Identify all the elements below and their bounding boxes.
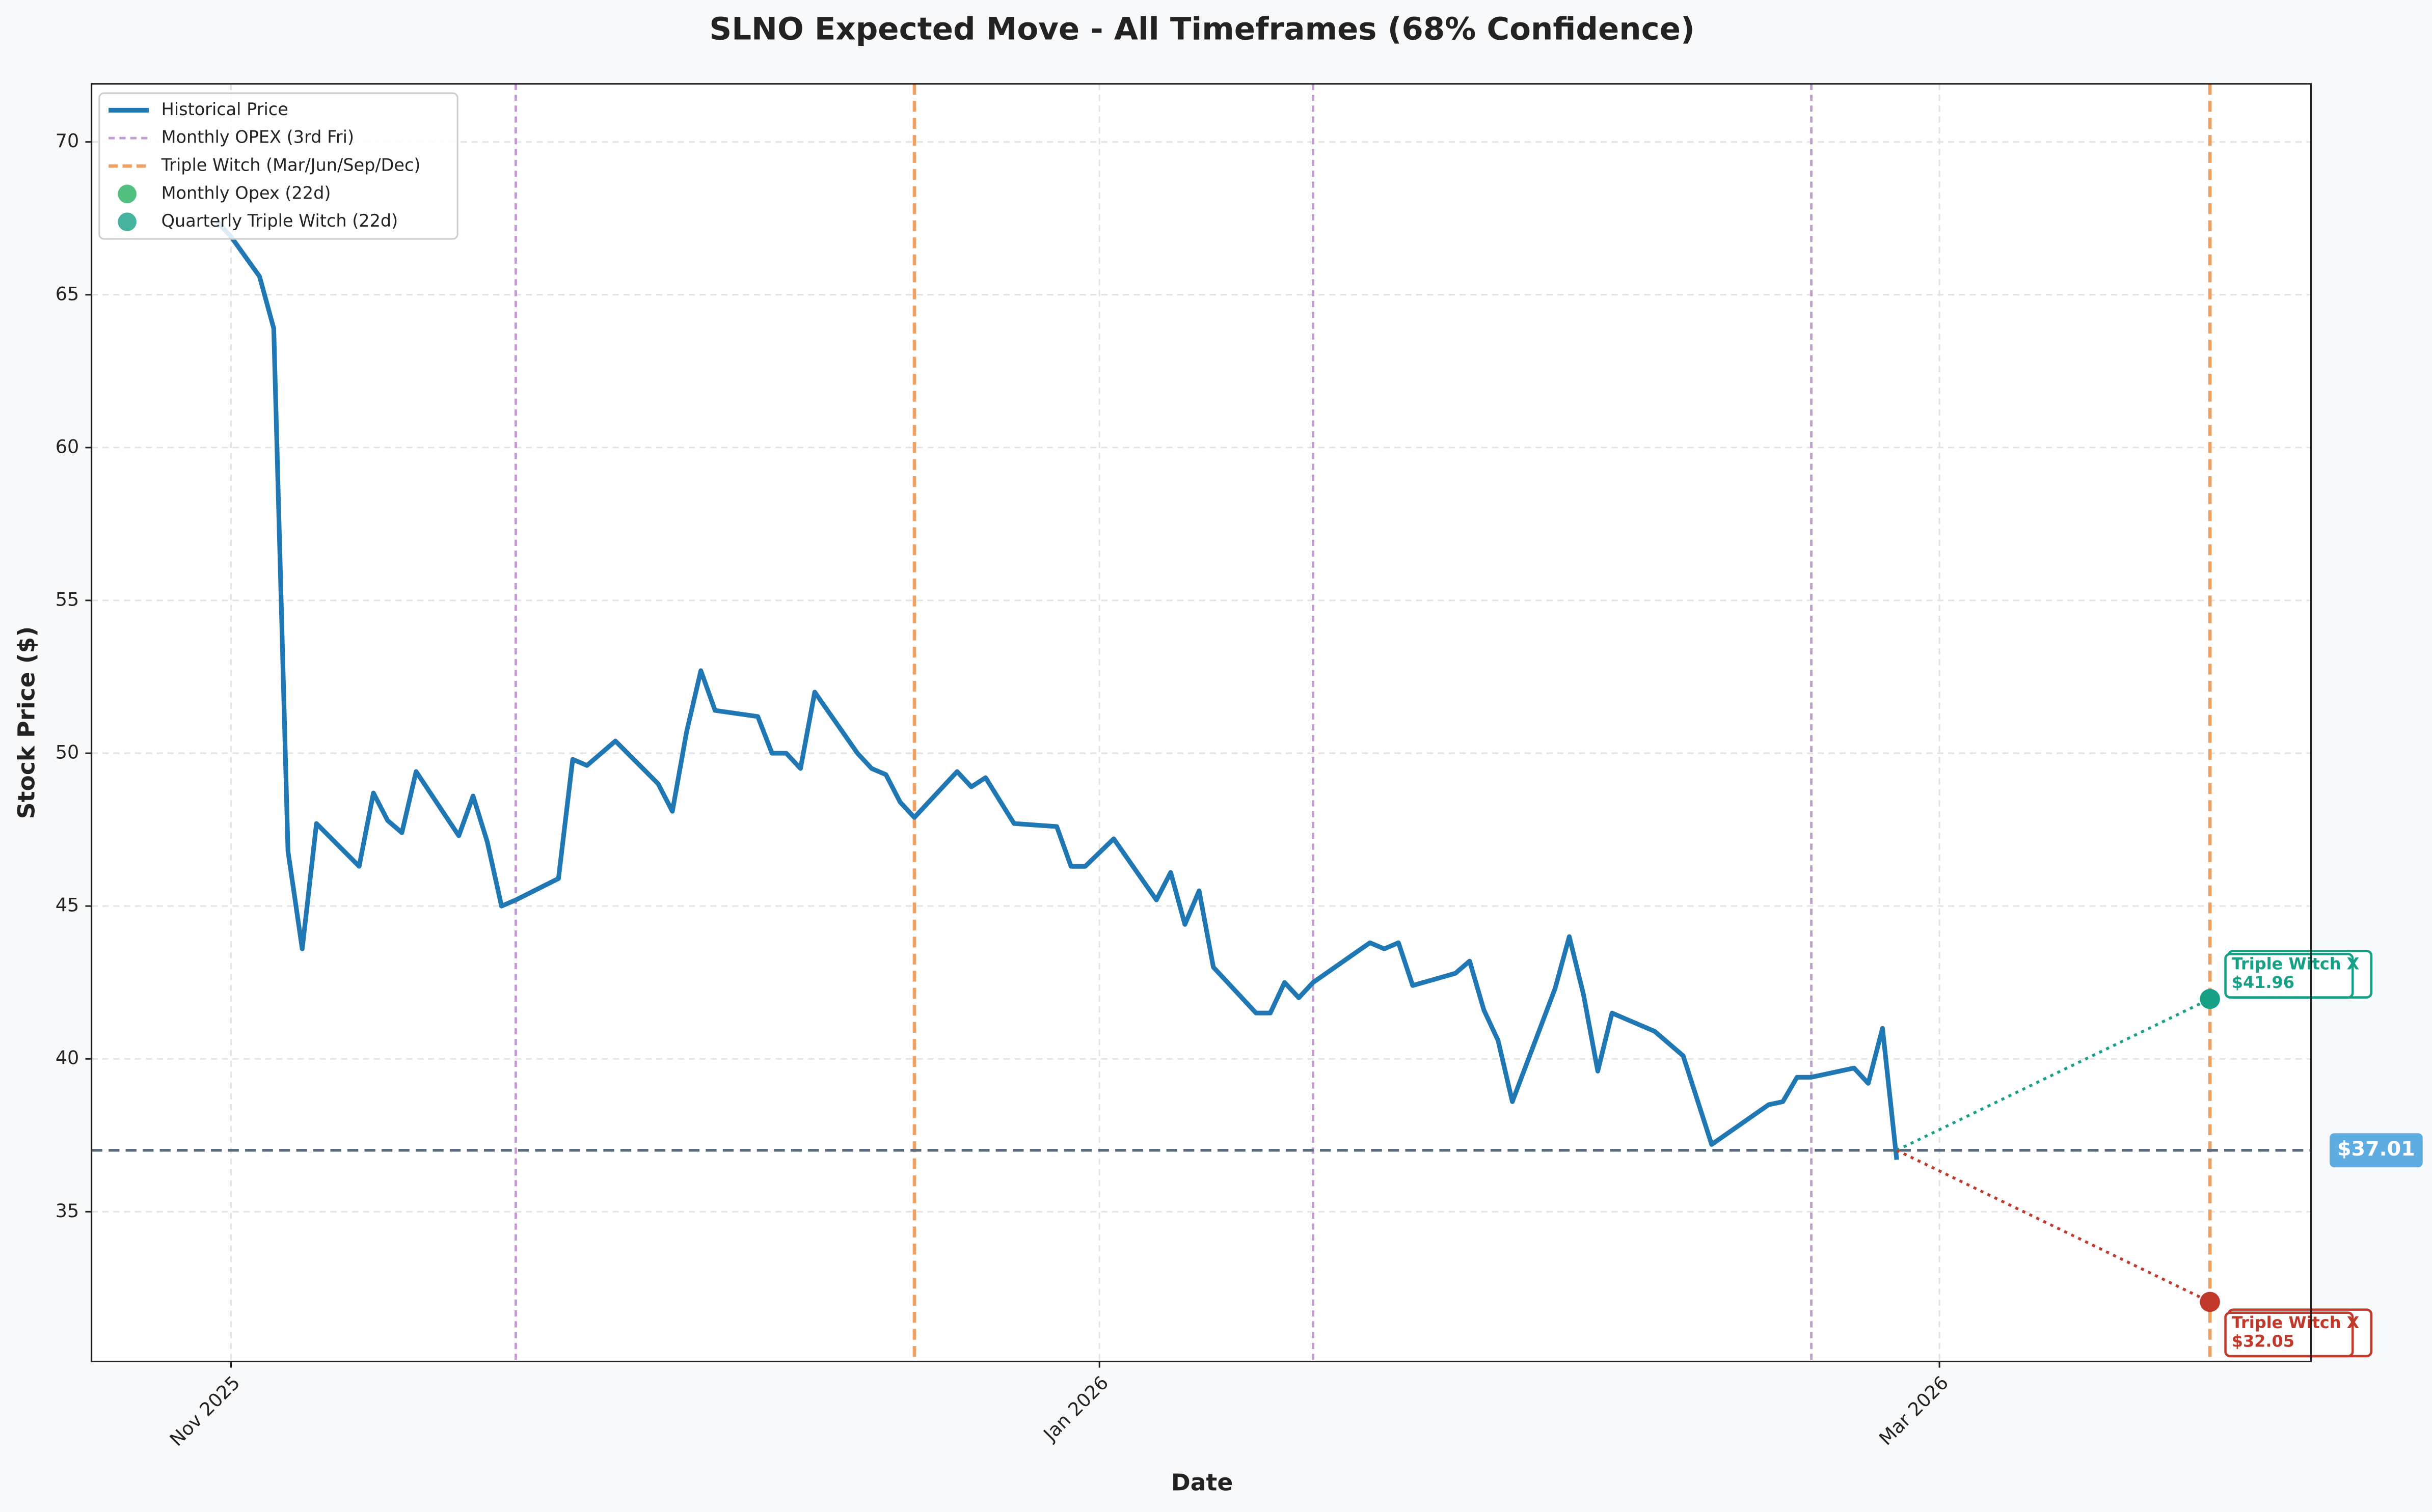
legend-label: Historical Price [161,99,288,119]
target-point [2200,988,2220,1009]
y-tick-label: 55 [56,588,79,610]
target-label: $32.05 [2232,1332,2294,1351]
target-box [2224,1311,2354,1358]
legend: Historical Price Monthly OPEX (3rd Fri) Tr… [98,92,458,240]
price-badge-label: $37.01 [2337,1137,2415,1161]
target-text: Triple Witch X [2232,954,2360,974]
plot-frame [91,83,2312,1362]
y-axis-label: Stock Price ($) [13,626,40,819]
y-tick-label: 40 [56,1047,79,1069]
legend-label: Monthly OPEX (3rd Fri) [161,127,354,147]
legend-swatch [118,212,137,231]
target-label: $41.96 [2232,973,2294,992]
y-tick-label: 65 [56,283,79,305]
chart-title: SLNO Expected Move - All Timeframes (68%… [709,11,1694,47]
y-tick-label: 50 [56,741,79,763]
legend-box [98,92,458,240]
legend-label: Triple Witch (Mar/Jun/Sep/Dec) [161,155,421,175]
y-tick-label: 35 [56,1200,79,1222]
legend-swatch [118,184,137,204]
x-axis-label: Date [1171,1469,1233,1496]
y-tick-label: 70 [56,130,79,152]
plot-area [91,84,2311,1362]
price-badge [2330,1133,2423,1168]
projection-line [1896,1149,2211,1303]
y-tick-label: 60 [56,435,79,457]
target-box [2224,953,2354,999]
legend-label: Monthly Opex (22d) [161,183,331,203]
price-line [215,219,1899,1160]
target-point [2200,1291,2220,1312]
y-tick-label: 45 [56,894,79,916]
projection-line [1896,998,2211,1152]
legend-label: Quarterly Triple Witch (22d) [161,211,398,231]
target-text: Triple Witch X [2232,1313,2360,1332]
